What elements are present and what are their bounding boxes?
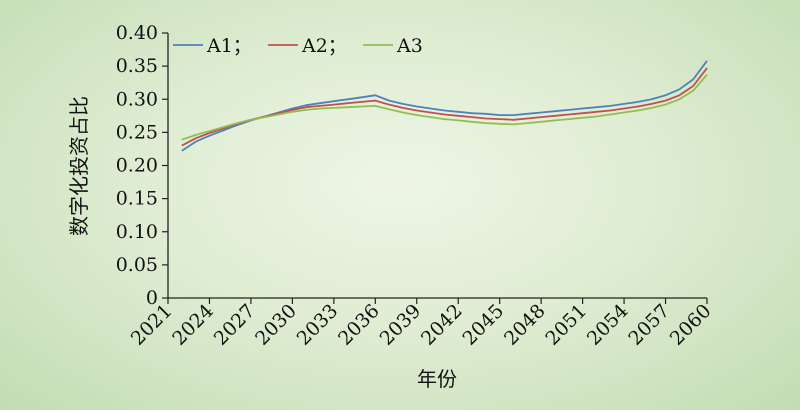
y-tick-label: 0.20 xyxy=(116,155,158,177)
x-tick-label: 2033 xyxy=(293,300,343,350)
x-tick-label: 2036 xyxy=(334,300,384,350)
x-tick-label: 2054 xyxy=(583,300,633,350)
legend-label-a3: A3 xyxy=(396,35,423,57)
y-tick-label: 0.35 xyxy=(116,55,158,77)
y-tick-label: 0.25 xyxy=(116,121,158,143)
series-line-a1 xyxy=(181,60,708,152)
series-line-a2 xyxy=(181,67,708,147)
x-axis-title: 年份 xyxy=(417,367,457,391)
y-tick-label: 0 xyxy=(146,287,158,309)
x-tick-label: 2051 xyxy=(541,300,591,350)
legend-label-a1: A1； xyxy=(206,35,252,57)
legend-label-a2: A2； xyxy=(301,35,347,57)
ticks: 00.050.100.150.200.250.300.350.402021202… xyxy=(116,22,716,350)
x-tick-label: 2027 xyxy=(210,300,260,350)
x-tick-label: 2024 xyxy=(168,300,218,350)
y-axis-title: 数字化投资占比 xyxy=(67,96,91,236)
x-tick-label: 2045 xyxy=(458,300,508,350)
y-tick-label: 0.10 xyxy=(116,221,158,243)
x-tick-label: 2039 xyxy=(376,300,426,350)
y-tick-label: 0.30 xyxy=(116,88,158,110)
axes xyxy=(167,33,707,299)
y-tick-label: 0.05 xyxy=(116,254,158,276)
x-tick-label: 2030 xyxy=(251,300,301,350)
x-tick-label: 2057 xyxy=(624,300,674,350)
series-line-a3 xyxy=(181,74,708,141)
series-lines xyxy=(181,60,708,152)
legend: A1； A2； A3 xyxy=(173,35,423,57)
x-tick-label: 2060 xyxy=(666,300,716,350)
x-tick-label: 2042 xyxy=(417,300,467,350)
y-tick-label: 0.40 xyxy=(116,22,158,44)
y-tick-label: 0.15 xyxy=(116,188,158,210)
x-tick-label: 2048 xyxy=(500,300,550,350)
